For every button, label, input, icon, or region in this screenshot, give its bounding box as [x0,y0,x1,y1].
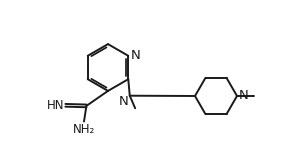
Text: N: N [118,95,128,108]
Text: NH₂: NH₂ [73,123,95,136]
Text: HN: HN [46,99,64,112]
Text: N: N [130,49,140,62]
Text: N: N [239,89,249,102]
